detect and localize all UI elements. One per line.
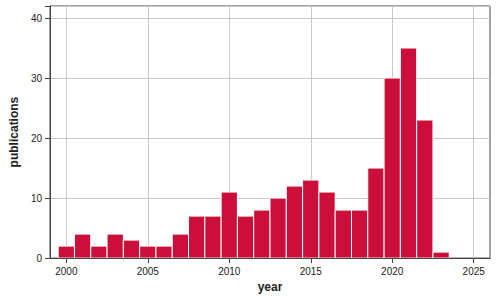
svg-text:publications: publications [7, 96, 21, 167]
svg-text:30: 30 [31, 73, 43, 84]
svg-text:year: year [258, 280, 283, 294]
svg-text:2020: 2020 [381, 266, 404, 277]
svg-text:2025: 2025 [463, 266, 486, 277]
svg-text:2015: 2015 [300, 266, 323, 277]
svg-text:0: 0 [36, 253, 42, 264]
svg-text:2010: 2010 [218, 266, 241, 277]
svg-text:40: 40 [31, 13, 43, 24]
svg-text:10: 10 [31, 193, 43, 204]
svg-text:20: 20 [31, 133, 43, 144]
svg-text:2005: 2005 [137, 266, 160, 277]
svg-text:2000: 2000 [55, 266, 78, 277]
